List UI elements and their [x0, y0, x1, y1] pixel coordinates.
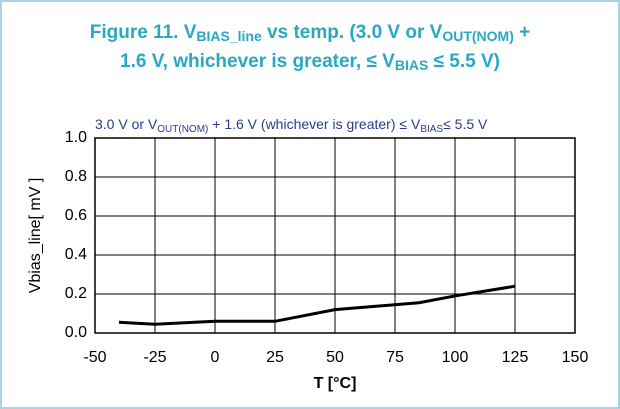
y-tick-label: 0.2: [65, 285, 87, 302]
y-tick-label: 0.8: [65, 168, 87, 185]
text-run: ≤ 5.5 V: [443, 116, 488, 132]
y-tick-label: 0.0: [65, 324, 87, 341]
subscript: BIAS: [420, 124, 443, 135]
text-run: +: [514, 22, 530, 43]
text-run: 3.0 V or V: [95, 116, 158, 132]
x-tick-label: 25: [266, 349, 284, 366]
x-tick-label: -50: [83, 349, 106, 366]
title: 1.6 V, whichever is greater, ≤ VBIAS ≤ 5…: [120, 51, 500, 73]
x-axis-label: T [°C]: [314, 375, 357, 392]
text-run: Figure 11. V: [90, 22, 197, 43]
y-tick-label: 1.0: [65, 129, 87, 146]
x-tick-label: 50: [326, 349, 344, 366]
text-run: ≤ 5.5 V): [428, 51, 500, 72]
y-axis-label: Vbias_line[ mV ]: [27, 178, 44, 294]
subscript: BIAS: [395, 57, 428, 73]
y-tick-label: 0.4: [65, 246, 87, 263]
sub-title: 3.0 V or VOUT(NOM) + 1.6 V (whichever is…: [95, 116, 488, 135]
text-run: 1.6 V, whichever is greater, ≤ V: [120, 51, 395, 72]
text-run: vs temp. (3.0 V or V: [262, 22, 443, 43]
x-tick-label: -25: [143, 349, 166, 366]
subscript: BIAS_line: [196, 28, 262, 44]
title: Figure 11. VBIAS_line vs temp. (3.0 V or…: [90, 22, 531, 44]
plot-border: [94, 137, 576, 334]
x-tick-label: 150: [562, 349, 589, 366]
y-tick-label: 0.6: [65, 207, 87, 224]
x-tick-label: 0: [211, 349, 220, 366]
subscript: OUT(NOM): [442, 28, 514, 44]
subscript: OUT(NOM): [157, 124, 208, 135]
x-tick-label: 125: [502, 349, 529, 366]
data-line: [118, 284, 516, 326]
text-run: + 1.6 V (whichever is greater) ≤ V: [208, 116, 421, 132]
x-tick-label: 100: [442, 349, 469, 366]
x-tick-label: 75: [386, 349, 404, 366]
